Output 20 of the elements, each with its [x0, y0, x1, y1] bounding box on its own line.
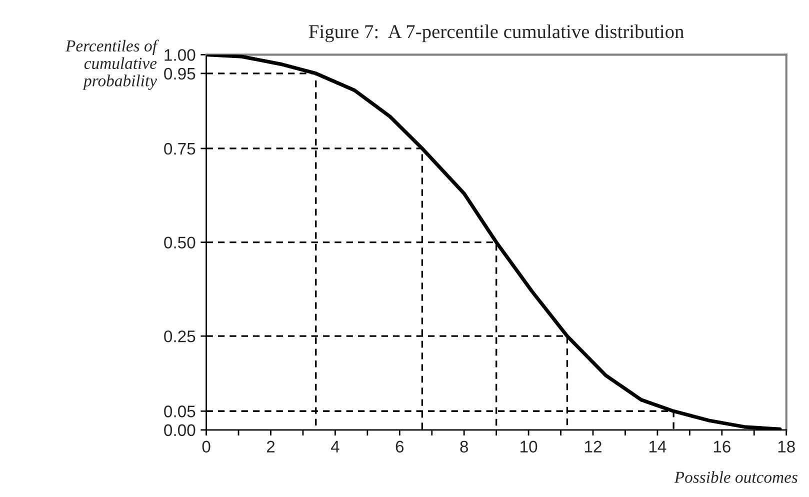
y-tick-label: 0.25: [164, 330, 196, 342]
x-tick-label: 12: [585, 440, 602, 452]
x-tick-label: 6: [396, 440, 404, 453]
y-tick-label: 1.00: [164, 49, 196, 61]
y-tick-label: 0.05: [164, 406, 196, 418]
x-tick-label: 16: [714, 440, 730, 453]
x-tick-label: 18: [778, 440, 795, 453]
y-tick-label: 0.00: [164, 424, 196, 436]
x-tick-label: 10: [520, 440, 538, 453]
y-tick-label: 0.95: [164, 68, 196, 80]
y-axis-title: Percentiles of cumulative probability: [65, 40, 159, 90]
x-tick-label: 2: [266, 440, 275, 452]
y-tick-label: 0.50: [164, 236, 196, 248]
x-tick-label: 0: [202, 440, 210, 453]
x-tick-label: 8: [460, 440, 468, 453]
y-tick-label: 0.75: [164, 142, 196, 155]
x-tick-label: 14: [649, 440, 666, 452]
x-tick-label: 4: [330, 440, 340, 452]
chart-title: Figure 7: A 7-percentile cumulative distribution: [308, 24, 684, 42]
x-axis-title: Possible outcomes: [674, 471, 798, 483]
